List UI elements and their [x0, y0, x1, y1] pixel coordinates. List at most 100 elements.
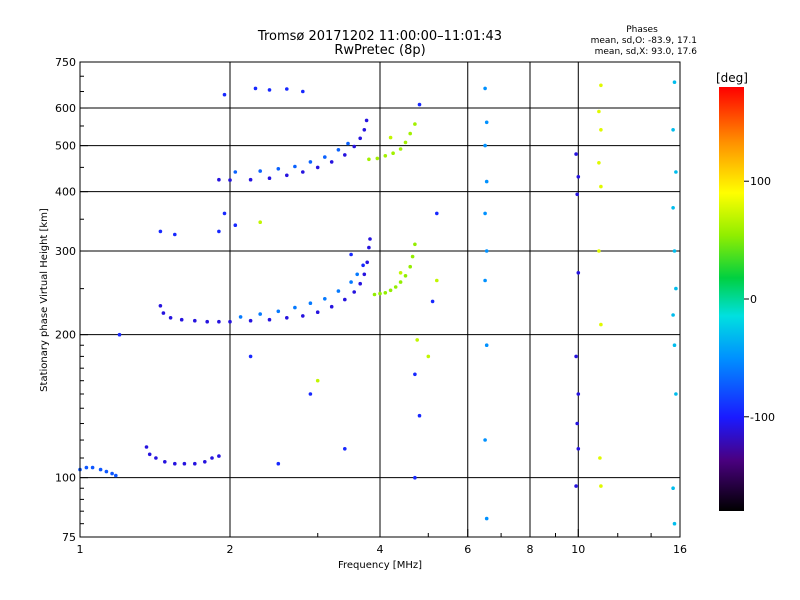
- data-point: [367, 245, 371, 250]
- data-point: [408, 131, 413, 136]
- data-point: [205, 319, 209, 324]
- data-point: [410, 254, 415, 259]
- x-tick-label: 2: [227, 543, 234, 556]
- data-point: [362, 272, 367, 277]
- data-point: [413, 122, 417, 126]
- data-point: [378, 291, 382, 296]
- data-point: [222, 211, 227, 216]
- y-tick-label: 750: [55, 56, 76, 69]
- y-tick-label: 600: [55, 102, 76, 115]
- y-tick-label: 100: [55, 472, 76, 485]
- data-point: [365, 260, 370, 265]
- data-point: [576, 447, 581, 451]
- data-point: [597, 109, 601, 114]
- data-point: [483, 278, 487, 283]
- data-point: [343, 297, 347, 302]
- data-point: [361, 263, 365, 268]
- data-point: [672, 249, 677, 253]
- data-point: [301, 314, 305, 318]
- data-point: [329, 160, 334, 164]
- data-point: [90, 465, 95, 470]
- data-point: [323, 155, 327, 159]
- data-points-layer: [78, 80, 678, 526]
- phases-heading: Phases: [626, 25, 658, 35]
- data-point: [576, 271, 581, 275]
- data-point: [301, 89, 305, 94]
- data-point: [435, 278, 439, 283]
- data-point: [104, 469, 109, 474]
- data-point: [258, 169, 263, 173]
- data-point: [599, 322, 603, 327]
- data-point: [144, 445, 149, 449]
- data-point: [233, 170, 238, 174]
- data-point: [383, 291, 388, 295]
- data-point: [258, 220, 263, 224]
- data-point: [203, 460, 207, 464]
- data-point: [343, 447, 347, 451]
- data-point: [576, 175, 581, 179]
- y-tick-label: 200: [55, 329, 76, 342]
- data-point: [276, 167, 281, 171]
- data-point: [576, 392, 581, 396]
- data-point: [358, 136, 363, 141]
- data-point: [403, 274, 408, 278]
- data-point: [285, 173, 289, 178]
- y-axis: 75 100 200 300 400 500 600 750: [55, 56, 88, 544]
- x-axis-label: Frequency [MHz]: [338, 560, 422, 571]
- data-point: [293, 305, 297, 310]
- x-tick-label: 6: [464, 543, 471, 556]
- data-point: [336, 289, 341, 293]
- data-point: [483, 211, 487, 216]
- data-point: [398, 280, 403, 284]
- data-point: [323, 297, 327, 301]
- data-point: [285, 87, 289, 91]
- data-point: [248, 318, 253, 323]
- phases-line-o: mean, sd,O: -83.9, 17.1: [591, 36, 697, 46]
- data-point: [364, 118, 369, 123]
- data-point: [403, 140, 408, 145]
- data-point: [575, 192, 579, 197]
- data-point: [483, 438, 487, 442]
- data-point: [599, 184, 603, 189]
- data-point: [84, 465, 89, 470]
- x-tick-label: 1: [77, 543, 84, 556]
- data-point: [426, 354, 431, 359]
- data-point: [484, 249, 489, 253]
- data-point: [674, 392, 678, 396]
- data-point: [346, 141, 350, 146]
- data-point: [599, 484, 603, 488]
- chart-subtitle: RwPretec (8p): [334, 43, 425, 58]
- data-point: [248, 177, 253, 182]
- data-point: [415, 338, 420, 342]
- data-point: [352, 290, 357, 294]
- x-tick-label: 16: [673, 543, 687, 556]
- data-point: [483, 86, 487, 91]
- data-point: [258, 312, 263, 316]
- data-point: [598, 456, 602, 460]
- data-point: [672, 80, 677, 84]
- data-point: [267, 176, 272, 180]
- colorbar-ticks: 100 0 -100: [744, 175, 775, 424]
- data-point: [173, 232, 177, 237]
- data-point: [267, 317, 272, 322]
- data-point: [193, 461, 197, 466]
- colorbar-tick-label: 0: [750, 293, 757, 306]
- y-tick-label: 500: [55, 140, 76, 153]
- data-point: [398, 147, 403, 151]
- data-point: [147, 452, 152, 457]
- data-point: [182, 461, 187, 466]
- grid-layer: [80, 62, 680, 537]
- data-point: [671, 486, 675, 491]
- data-point: [222, 92, 227, 97]
- data-point: [329, 304, 334, 309]
- data-point: [484, 343, 489, 348]
- data-point: [599, 128, 603, 132]
- data-point: [671, 206, 675, 210]
- data-point: [315, 165, 320, 170]
- data-point: [349, 280, 353, 284]
- data-point: [671, 313, 675, 317]
- data-point: [417, 413, 422, 418]
- data-point: [228, 319, 232, 324]
- y-tick-label: 400: [55, 186, 76, 199]
